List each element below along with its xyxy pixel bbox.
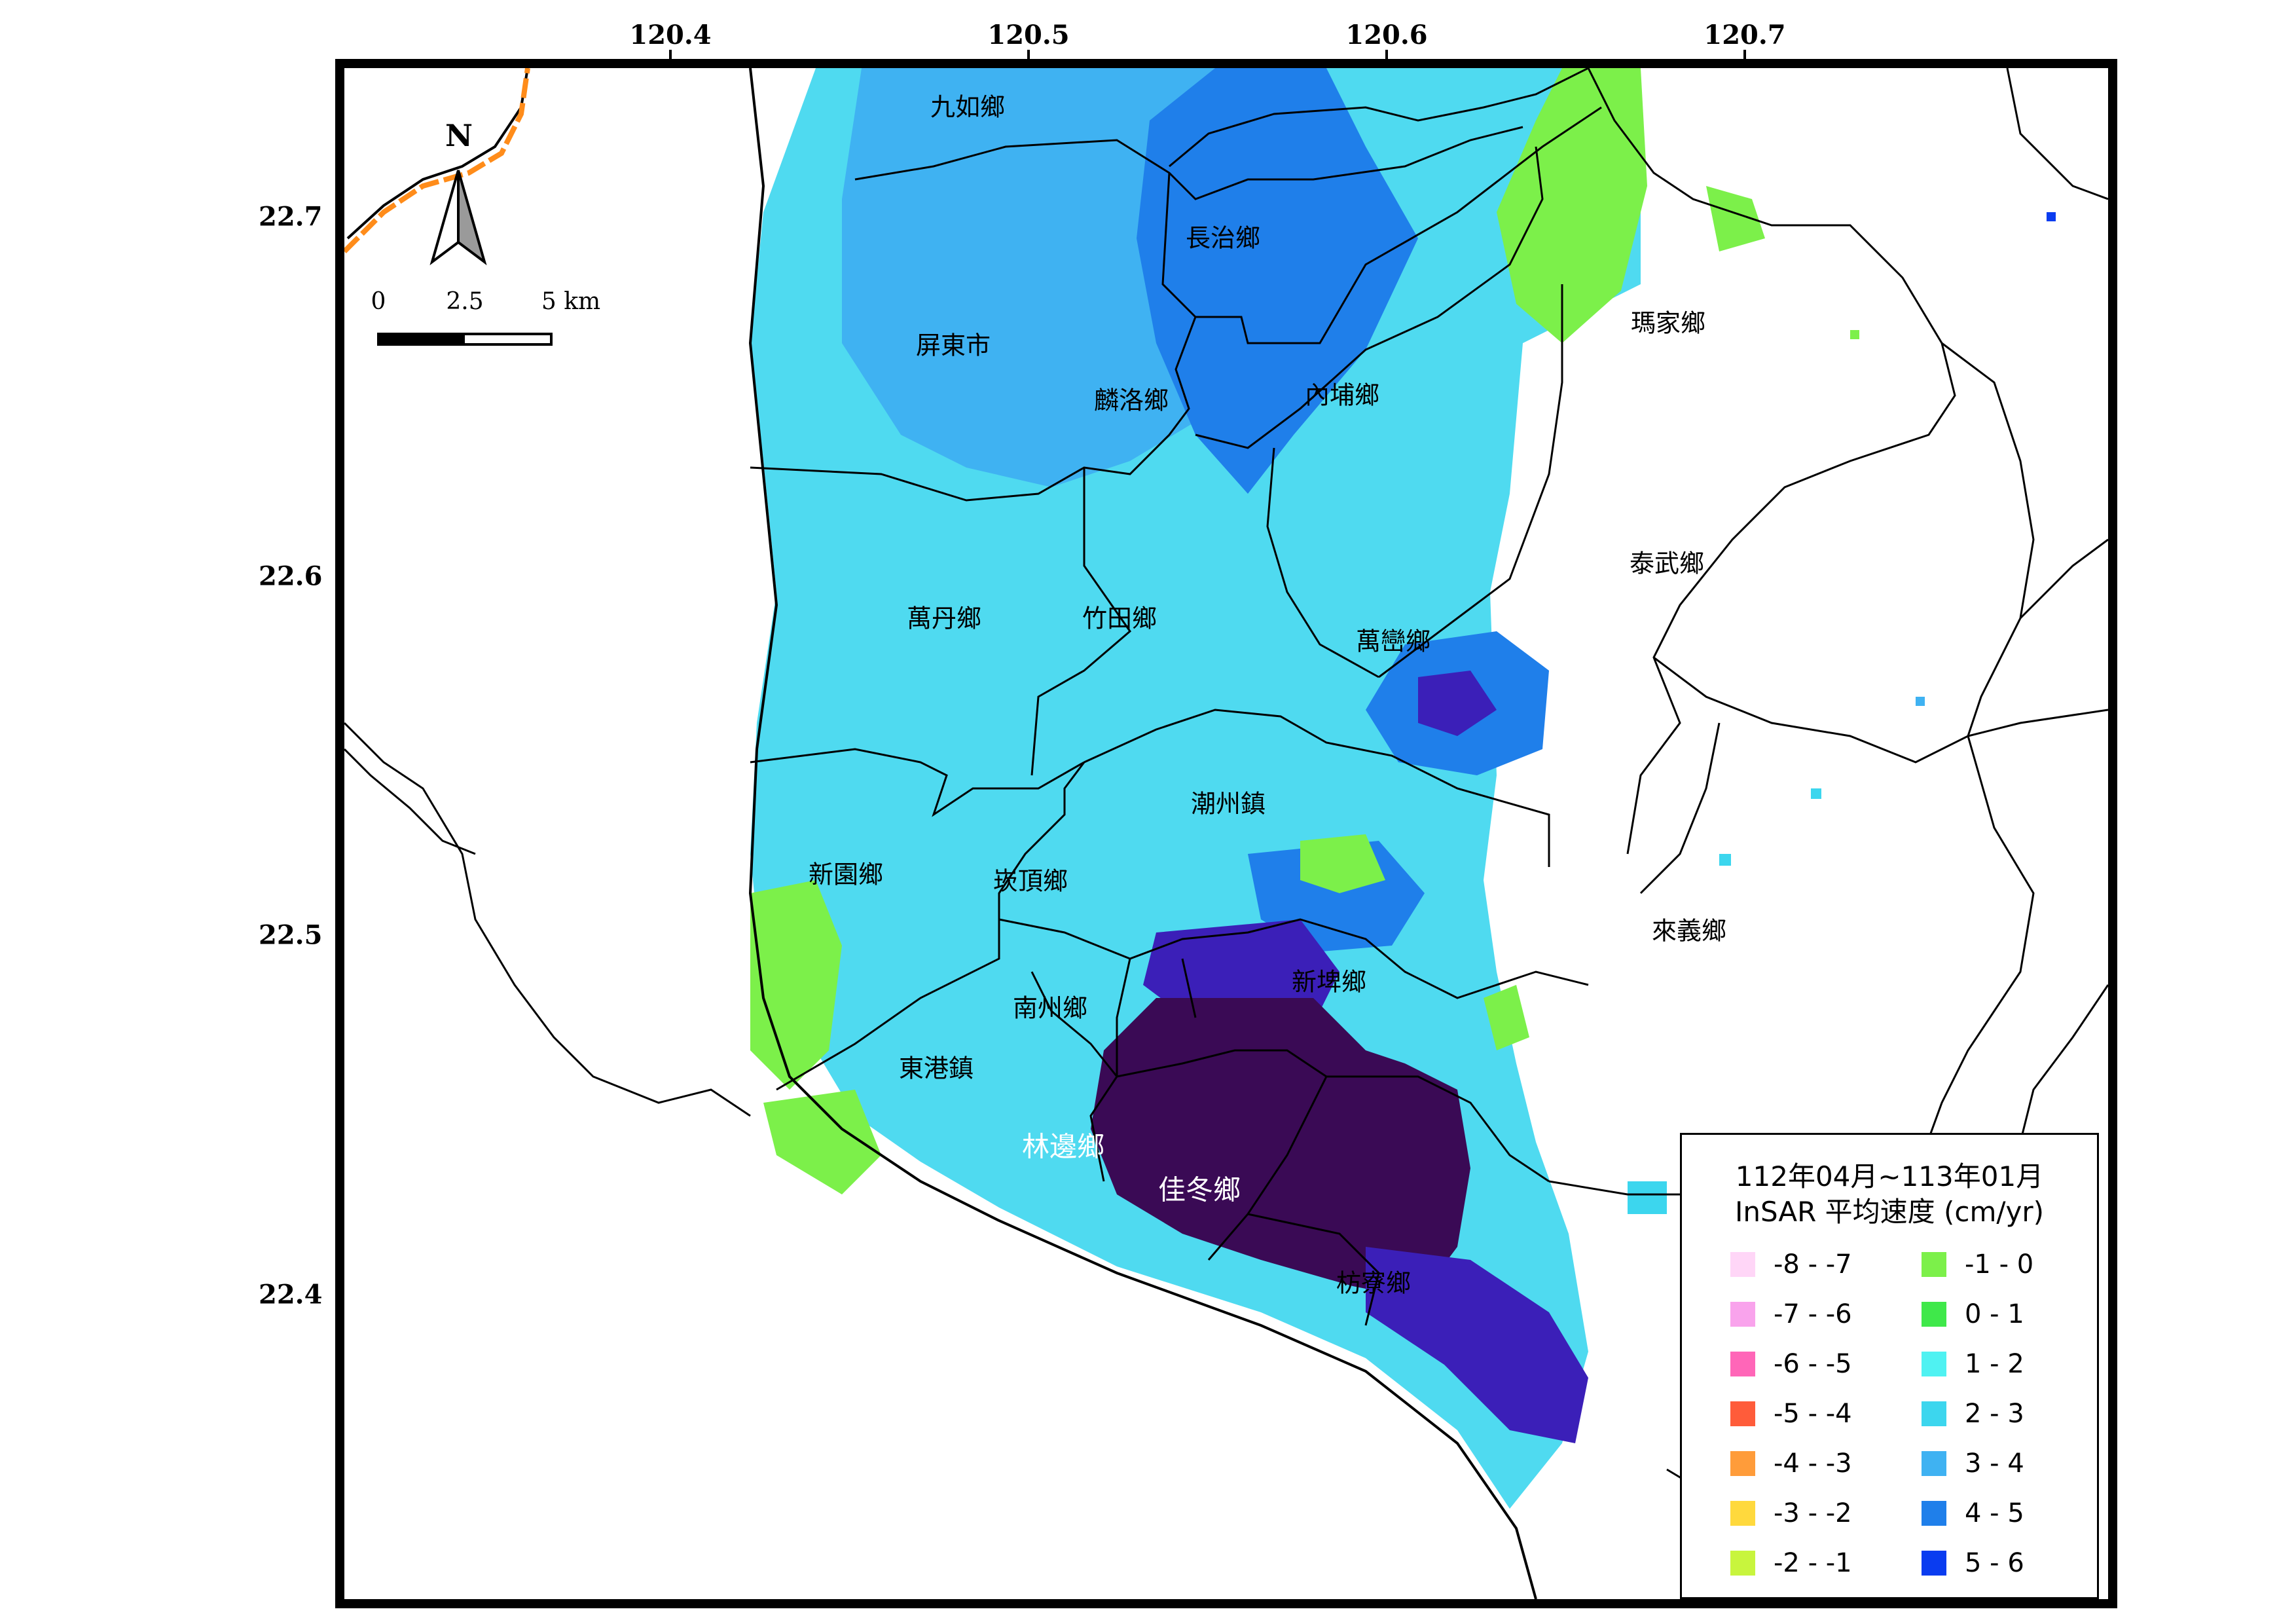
township-label: 瑪家鄉: [1630, 308, 1706, 338]
legend-item: -2 - -1: [1730, 1548, 1852, 1578]
lon-tick: [1027, 50, 1030, 59]
legend-swatch: [1922, 1401, 1946, 1426]
legend-swatch: [1922, 1501, 1946, 1526]
legend-swatch: [1730, 1451, 1755, 1476]
township-label: 潮州鎮: [1190, 789, 1266, 819]
township-label: 九如鄉: [930, 92, 1006, 122]
township-label: 內埔鄉: [1304, 380, 1380, 410]
longitude-label: 120.6: [1345, 20, 1428, 50]
scale-segment-light: [465, 335, 550, 343]
coastline: [748, 68, 1537, 1599]
north-arrow-icon: [429, 170, 487, 266]
legend-swatch: [1730, 1501, 1755, 1526]
north-label: N: [445, 118, 473, 153]
township-label: 萬丹鄉: [906, 604, 982, 633]
legend-swatch: [1922, 1302, 1946, 1327]
legend-item: 2 - 3: [1922, 1399, 2024, 1429]
scale-bar: [377, 333, 553, 346]
legend-label: 5 - 6: [1965, 1548, 2024, 1578]
legend-swatch: [1922, 1451, 1946, 1476]
legend-swatch: [1922, 1252, 1946, 1277]
legend-title-period: 112年04月~113年01月: [1735, 1160, 2044, 1192]
latitude-label: 22.6: [259, 561, 323, 592]
legend-item: -7 - -6: [1730, 1299, 1852, 1329]
township-label: 來義鄉: [1651, 916, 1727, 946]
scale-label: 2.5: [446, 288, 484, 315]
township-label: 長治鄉: [1185, 223, 1261, 253]
scale-label: 5 km: [541, 288, 601, 315]
township-label: 枋寮鄉: [1336, 1268, 1412, 1298]
latitude-label: 22.5: [259, 919, 323, 951]
township-label: 麟洛鄉: [1093, 386, 1169, 415]
township-label: 林邊鄉: [1021, 1130, 1105, 1163]
legend: 112年04月~113年01月 InSAR 平均速度 (cm/yr) -8 - …: [1680, 1133, 2099, 1599]
township-label: 泰武鄉: [1629, 549, 1705, 578]
legend-item: 1 - 2: [1922, 1349, 2024, 1379]
legend-item: 3 - 4: [1922, 1449, 2024, 1479]
legend-label: -3 - -2: [1774, 1498, 1852, 1528]
township-label: 南州鄉: [1012, 993, 1088, 1023]
legend-swatch: [1730, 1352, 1755, 1376]
legend-item: -4 - -3: [1730, 1449, 1852, 1479]
scale-segment-dark: [380, 335, 465, 343]
legend-item: 5 - 6: [1922, 1548, 2024, 1578]
legend-swatch: [1922, 1352, 1946, 1376]
legend-item: -5 - -4: [1730, 1399, 1852, 1429]
township-label: 東港鎮: [898, 1054, 974, 1083]
legend-item: 4 - 5: [1922, 1498, 2024, 1528]
township-label: 崁頂鄉: [993, 866, 1068, 896]
legend-item: -6 - -5: [1730, 1349, 1852, 1379]
township-label: 屏東市: [915, 331, 991, 360]
legend-label: -6 - -5: [1774, 1349, 1852, 1379]
legend-item: -8 - -7: [1730, 1249, 1852, 1280]
legend-label: -5 - -4: [1774, 1399, 1852, 1429]
legend-label: -4 - -3: [1774, 1449, 1852, 1479]
longitude-label: 120.7: [1704, 20, 1786, 50]
longitude-label: 120.4: [629, 20, 712, 50]
township-label: 萬巒鄉: [1355, 627, 1431, 656]
map-frame: [335, 59, 2117, 1608]
township-label: 新埤鄉: [1291, 967, 1367, 997]
legend-item: 0 - 1: [1922, 1299, 2024, 1329]
lon-tick: [1743, 50, 1746, 59]
legend-label: -7 - -6: [1774, 1299, 1852, 1329]
legend-swatch: [1730, 1551, 1755, 1576]
scale-label: 0: [371, 288, 386, 315]
longitude-label: 120.5: [987, 20, 1070, 50]
legend-label: 1 - 2: [1965, 1349, 2024, 1379]
legend-swatch: [1730, 1401, 1755, 1426]
township-label: 佳冬鄉: [1157, 1173, 1241, 1206]
lon-tick: [1385, 50, 1388, 59]
latitude-label: 22.7: [259, 201, 323, 232]
legend-label: 2 - 3: [1965, 1399, 2024, 1429]
legend-swatch: [1730, 1252, 1755, 1277]
legend-label: -2 - -1: [1774, 1548, 1852, 1578]
latitude-label: 22.4: [259, 1279, 323, 1310]
legend-item: -3 - -2: [1730, 1498, 1852, 1528]
highway-line: [344, 68, 530, 253]
legend-swatch: [1922, 1551, 1946, 1576]
legend-swatch: [1730, 1302, 1755, 1327]
legend-title-metric: InSAR 平均速度 (cm/yr): [1734, 1196, 2045, 1228]
legend-label: 4 - 5: [1965, 1498, 2024, 1528]
lon-tick: [669, 50, 672, 59]
township-label: 竹田鄉: [1082, 604, 1157, 633]
legend-label: -1 - 0: [1965, 1249, 2034, 1280]
township-label: 新園鄉: [808, 860, 884, 889]
legend-label: -8 - -7: [1774, 1249, 1852, 1280]
legend-item: -1 - 0: [1922, 1249, 2034, 1280]
township-boundaries: [750, 68, 2108, 1536]
legend-label: 0 - 1: [1965, 1299, 2024, 1329]
legend-label: 3 - 4: [1965, 1449, 2024, 1479]
insar-map-canvas: [344, 68, 2108, 1599]
